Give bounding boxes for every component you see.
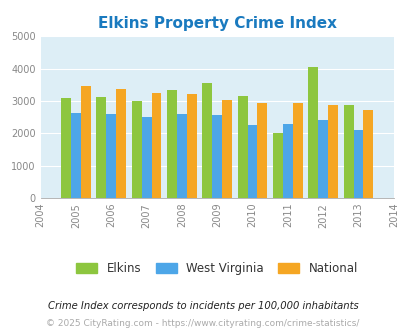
Bar xyxy=(307,67,318,198)
Bar xyxy=(362,110,373,198)
Text: © 2025 CityRating.com - https://www.cityrating.com/crime-statistics/: © 2025 CityRating.com - https://www.city… xyxy=(46,319,359,328)
Bar xyxy=(71,113,81,198)
Bar xyxy=(327,105,337,198)
Bar xyxy=(177,114,186,198)
Bar xyxy=(353,130,362,198)
Bar xyxy=(166,90,177,198)
Bar xyxy=(282,124,292,198)
Bar xyxy=(61,98,71,198)
Title: Elkins Property Crime Index: Elkins Property Crime Index xyxy=(98,16,336,31)
Bar xyxy=(343,105,353,198)
Bar xyxy=(237,96,247,198)
Bar xyxy=(186,94,196,198)
Bar xyxy=(96,97,106,198)
Bar xyxy=(202,83,212,198)
Legend: Elkins, West Virginia, National: Elkins, West Virginia, National xyxy=(76,262,357,275)
Bar xyxy=(272,133,282,198)
Bar xyxy=(318,120,327,198)
Bar xyxy=(151,93,161,198)
Bar xyxy=(81,86,91,198)
Text: Crime Index corresponds to incidents per 100,000 inhabitants: Crime Index corresponds to incidents per… xyxy=(47,301,358,311)
Bar xyxy=(212,115,222,198)
Bar xyxy=(222,100,232,198)
Bar xyxy=(292,103,302,198)
Bar xyxy=(247,125,257,198)
Bar xyxy=(106,114,116,198)
Bar xyxy=(116,89,126,198)
Bar xyxy=(257,103,267,198)
Bar xyxy=(141,117,151,198)
Bar xyxy=(131,101,141,198)
